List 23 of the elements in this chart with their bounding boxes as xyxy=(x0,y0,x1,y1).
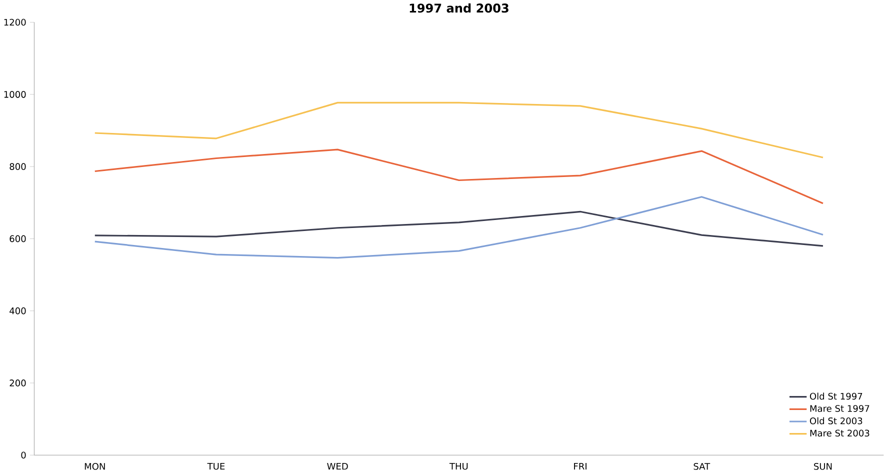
line-series xyxy=(94,210,824,247)
legend-label: Mare St 1997 xyxy=(810,404,870,412)
line-series xyxy=(94,196,824,259)
legend-label: Mare St 2003 xyxy=(810,430,870,436)
x-tick-label: THU xyxy=(449,462,468,470)
x-tick-label: TUE xyxy=(207,462,225,470)
y-tick-label: 800 xyxy=(10,163,26,170)
chart-title: 1997 and 2003 xyxy=(410,3,508,13)
line-series xyxy=(94,148,824,204)
x-tick-label: WED xyxy=(327,462,348,470)
legend-label: Old St 2003 xyxy=(810,417,862,424)
y-tick-label: 0 xyxy=(21,452,26,458)
y-tick-label: 400 xyxy=(10,307,26,314)
line-series xyxy=(94,102,824,158)
legend-label: Old St 1997 xyxy=(810,392,862,400)
x-tick-label: MON xyxy=(84,462,105,470)
x-tick-label: FRI xyxy=(574,462,586,470)
x-tick-label: SAT xyxy=(694,462,710,470)
x-tick-label: SUN xyxy=(814,462,832,470)
y-tick-label: 1200 xyxy=(4,18,26,26)
y-tick-label: 200 xyxy=(10,379,26,386)
y-tick-label: 600 xyxy=(10,235,26,242)
y-tick-label: 1000 xyxy=(4,90,26,98)
